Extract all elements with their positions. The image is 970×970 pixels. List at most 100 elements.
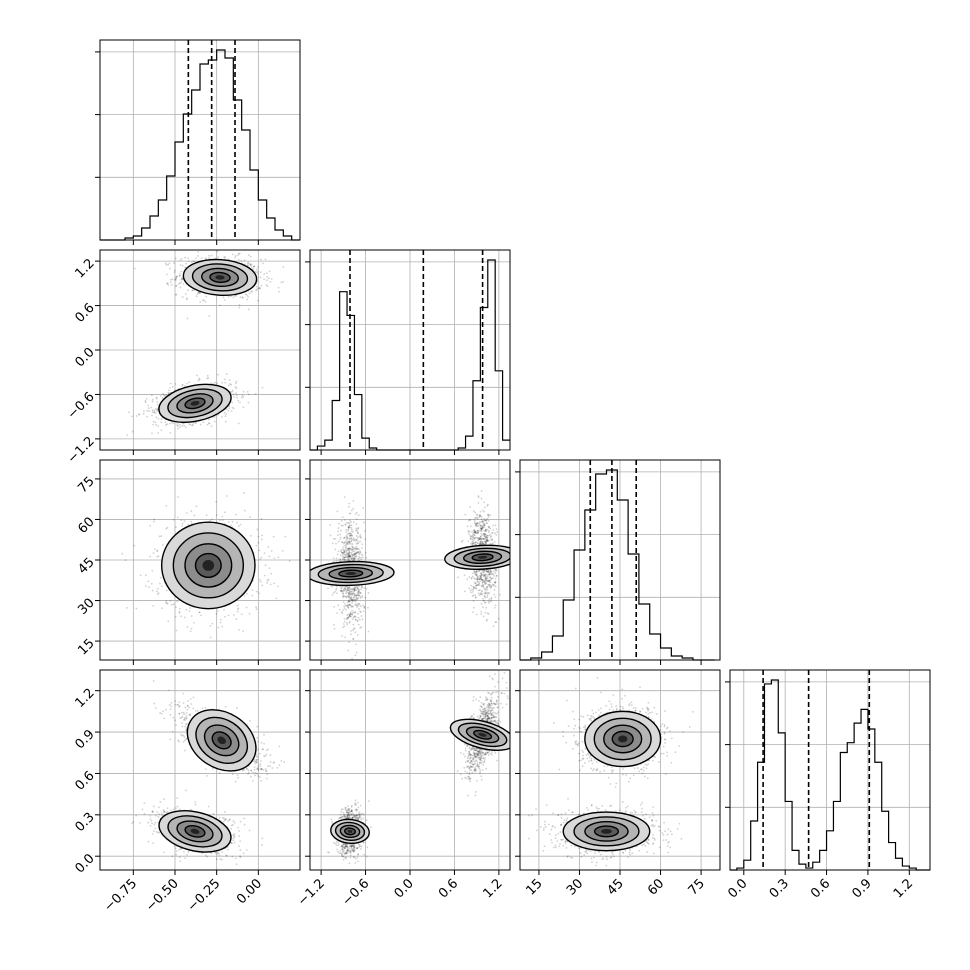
sample-point	[337, 530, 339, 533]
sample-point	[210, 382, 213, 385]
sample-point	[469, 542, 472, 545]
sample-point	[166, 273, 168, 276]
sample-point	[359, 533, 362, 536]
sample-point	[156, 404, 159, 406]
sample-point	[345, 590, 348, 593]
sample-point	[228, 379, 231, 382]
sample-point	[350, 539, 353, 542]
sample-point	[367, 592, 370, 594]
sample-point	[493, 540, 496, 543]
sample-point	[272, 761, 275, 764]
sample-point	[349, 519, 351, 522]
sample-point	[342, 623, 345, 625]
sample-point	[476, 531, 478, 534]
sample-point	[250, 263, 253, 266]
sample-point	[263, 552, 266, 555]
sample-point	[484, 575, 487, 578]
sample-point	[482, 522, 485, 525]
sample-point	[475, 572, 478, 574]
sample-point	[474, 522, 477, 525]
sample-point	[363, 530, 366, 532]
sample-point	[481, 527, 484, 529]
sample-point	[349, 612, 352, 615]
sample-point	[339, 559, 342, 561]
sample-point	[350, 530, 353, 533]
sample-point	[469, 537, 472, 540]
sample-point	[245, 606, 248, 609]
sample-point	[487, 539, 490, 542]
sample-point	[177, 496, 179, 499]
sample-point	[239, 523, 242, 526]
sample-point	[215, 612, 218, 615]
sample-point	[351, 534, 354, 537]
sample-point	[157, 425, 159, 427]
sample-point	[205, 295, 208, 298]
sample-point	[164, 395, 167, 397]
sample-point	[351, 590, 353, 593]
sample-point	[348, 549, 350, 552]
sample-point	[194, 422, 197, 425]
sample-point	[477, 495, 480, 497]
sample-point	[340, 524, 343, 527]
sample-point	[480, 532, 483, 535]
sample-point	[208, 256, 211, 259]
sample-point	[162, 392, 165, 395]
sample-point	[345, 536, 348, 538]
sample-point	[237, 422, 240, 425]
sample-point	[484, 542, 487, 545]
sample-point	[480, 525, 483, 528]
sample-point	[354, 594, 357, 597]
sample-point	[335, 559, 338, 562]
sample-point	[479, 593, 482, 596]
sample-point	[190, 520, 193, 523]
sample-point	[472, 542, 474, 545]
sample-point	[166, 423, 169, 426]
sample-point	[484, 540, 487, 543]
sample-point	[240, 613, 243, 616]
sample-point	[288, 560, 291, 562]
sample-point	[347, 592, 350, 595]
sample-point	[363, 605, 366, 608]
sample-point	[355, 523, 358, 525]
sample-point	[231, 406, 234, 409]
sample-point	[355, 518, 358, 521]
sample-point	[357, 602, 360, 605]
sample-point	[478, 521, 481, 524]
sample-point	[486, 579, 489, 582]
sample-point	[347, 606, 350, 609]
sample-point	[344, 556, 347, 559]
sample-point	[350, 540, 353, 543]
sample-point	[488, 584, 491, 587]
sample-point	[341, 516, 344, 519]
panel-frame	[99, 39, 301, 241]
sample-point	[471, 535, 474, 538]
sample-point	[492, 529, 495, 531]
sample-point	[230, 524, 232, 527]
sample-point	[348, 614, 351, 616]
sample-point	[219, 519, 221, 522]
sample-point	[356, 542, 359, 545]
sample-point	[483, 580, 486, 583]
sample-point	[350, 615, 352, 618]
sample-point	[354, 599, 356, 602]
sample-point	[354, 552, 356, 555]
sample-point	[189, 607, 192, 609]
sample-point	[190, 615, 193, 617]
sample-point	[192, 289, 194, 292]
sample-point	[250, 769, 253, 772]
sample-point	[495, 569, 498, 572]
sample-point	[198, 291, 201, 294]
sample-point	[227, 384, 230, 387]
sample-point	[494, 568, 497, 571]
sample-point	[197, 379, 200, 382]
sample-point	[343, 536, 346, 539]
sample-point	[342, 552, 345, 555]
sample-point	[341, 541, 343, 544]
sample-point	[187, 700, 190, 702]
sample-point	[477, 578, 480, 581]
sample-point	[491, 531, 494, 534]
density-contour	[194, 552, 222, 578]
sample-point	[364, 551, 367, 554]
sample-point	[348, 551, 351, 553]
